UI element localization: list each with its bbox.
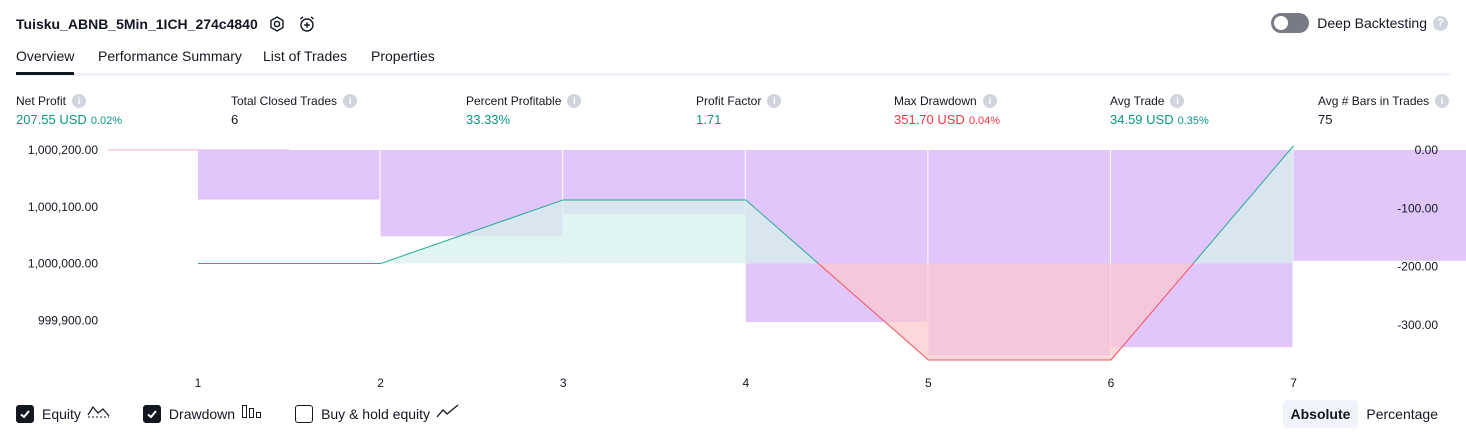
left-axis-tick-label: 999,900.00 xyxy=(38,313,98,327)
help-icon[interactable]: ? xyxy=(1433,15,1448,31)
deep-backtesting-label: Deep Backtesting xyxy=(1317,15,1427,31)
metric-value: 33.33% xyxy=(466,112,511,127)
metric-avg-trade: Avg Trade i 34.59 USD 0.35% xyxy=(1110,94,1209,127)
absolute-button[interactable]: Absolute xyxy=(1282,400,1359,428)
alarm-clock-add-icon[interactable] xyxy=(296,13,318,35)
metric-max-drawdown: Max Drawdown i 351.70 USD 0.04% xyxy=(894,94,1000,127)
deep-backtesting-control: Deep Backtesting ? xyxy=(1271,13,1448,33)
metric-label: Max Drawdown xyxy=(894,94,977,108)
right-axis-tick-label: -100.00 xyxy=(1397,201,1438,215)
x-axis-tick-label: 4 xyxy=(742,376,749,390)
left-axis-tick-label: 1,000,100.00 xyxy=(28,200,98,214)
left-axis-tick-label: 1,000,000.00 xyxy=(28,257,98,271)
legend-label: Equity xyxy=(42,405,81,422)
metric-avg-bars: Avg # Bars in Trades i 75 xyxy=(1318,94,1450,127)
metric-label: Total Closed Trades xyxy=(231,94,338,108)
info-icon[interactable]: i xyxy=(1435,94,1450,108)
equity-line-segment xyxy=(1192,145,1294,264)
tab-performance-summary[interactable]: Performance Summary xyxy=(98,48,242,64)
legend-drawdown[interactable]: Drawdown xyxy=(142,403,263,424)
metric-profit-factor: Profit Factor i 1.71 xyxy=(696,94,782,127)
metric-total-closed-trades: Total Closed Trades i 6 xyxy=(231,94,358,127)
metric-value: 34.59 USD xyxy=(1110,112,1174,127)
right-axis-tick-label: 0.00 xyxy=(1415,143,1439,157)
tab-properties[interactable]: Properties xyxy=(371,48,435,64)
left-axis-tick-label: 1,000,200.00 xyxy=(28,143,98,157)
legend-equity[interactable]: Equity xyxy=(16,403,111,424)
settings-gear-icon[interactable] xyxy=(266,13,288,35)
metric-value: 351.70 USD xyxy=(894,112,965,127)
chart-legend: Equity Drawdown Buy & hold equity xyxy=(16,403,492,424)
strategy-header: Tuisku_ABNB_5Min_1ICH_274c4840 xyxy=(16,12,318,36)
drawdown-checkbox[interactable] xyxy=(142,404,161,423)
metric-label: Net Profit xyxy=(16,94,67,108)
x-axis-tick-label: 3 xyxy=(560,376,567,390)
x-axis-tick-label: 2 xyxy=(377,376,384,390)
buy-hold-line-icon xyxy=(436,403,460,424)
drawdown-bars-icon xyxy=(241,403,263,424)
value-mode-switch: Absolute Percentage xyxy=(1282,400,1447,428)
metric-label: Avg Trade xyxy=(1110,94,1165,108)
metric-value: 6 xyxy=(231,112,239,127)
info-icon[interactable]: i xyxy=(72,94,87,108)
equity-line-icon xyxy=(87,403,111,424)
equity-line-segment xyxy=(380,199,564,264)
x-axis-tick-label: 5 xyxy=(925,376,932,390)
metric-value: 1.71 xyxy=(696,112,722,127)
legend-buy-hold[interactable]: Buy & hold equity xyxy=(295,403,460,424)
deep-backtesting-toggle[interactable] xyxy=(1271,13,1310,33)
tab-list-of-trades[interactable]: List of Trades xyxy=(263,48,348,64)
x-axis-tick-label: 1 xyxy=(195,376,202,390)
info-icon[interactable]: i xyxy=(982,94,997,108)
equity-line-segment xyxy=(1110,263,1194,361)
right-axis-tick-label: -200.00 xyxy=(1397,260,1438,274)
right-axis-tick-label: -300.00 xyxy=(1397,318,1438,332)
metric-percent: 0.35% xyxy=(1177,115,1209,127)
drawdown-bar xyxy=(198,150,380,200)
metric-label: Profit Factor xyxy=(696,94,762,108)
metric-percent: 0.02% xyxy=(90,115,123,127)
buy-hold-checkbox[interactable] xyxy=(295,404,314,423)
x-axis-tick-label: 7 xyxy=(1290,376,1297,390)
x-axis-tick-label: 6 xyxy=(1108,376,1115,390)
metric-percent-profitable: Percent Profitable i 33.33% xyxy=(466,94,582,127)
legend-label: Drawdown xyxy=(168,405,236,422)
tab-overview[interactable]: Overview xyxy=(16,48,75,75)
equity-fill-down xyxy=(928,263,1111,360)
equity-checkbox[interactable] xyxy=(16,404,34,423)
metric-value: 207.55 USD xyxy=(16,112,87,127)
strategy-name: Tuisku_ABNB_5Min_1ICH_274c4840 xyxy=(16,16,258,32)
metric-value: 75 xyxy=(1318,112,1333,127)
equity-drawdown-chart: 1,000,200.00 1,000,100.00 1,000,000.00 999,… xyxy=(28,143,1466,390)
legend-label: Buy & hold equity xyxy=(321,405,431,422)
percentage-button[interactable]: Percentage xyxy=(1366,406,1438,422)
equity-line-segment xyxy=(817,263,929,361)
info-icon[interactable]: i xyxy=(567,94,582,108)
equity-line-segment xyxy=(745,199,819,264)
metric-percent: 0.04% xyxy=(968,115,1001,127)
metric-label: Percent Profitable xyxy=(466,94,562,108)
metric-label: Avg # Bars in Trades xyxy=(1318,94,1430,108)
info-icon[interactable]: i xyxy=(767,94,782,108)
info-icon[interactable]: i xyxy=(1170,94,1185,108)
drawdown-bar xyxy=(1293,150,1466,261)
info-icon[interactable]: i xyxy=(343,94,358,108)
tab-bar: Overview Performance Summary List of Tra… xyxy=(16,46,1450,76)
equity-fill-up xyxy=(563,199,746,264)
metric-net-profit: Net Profit i 207.55 USD 0.02% xyxy=(16,94,122,127)
